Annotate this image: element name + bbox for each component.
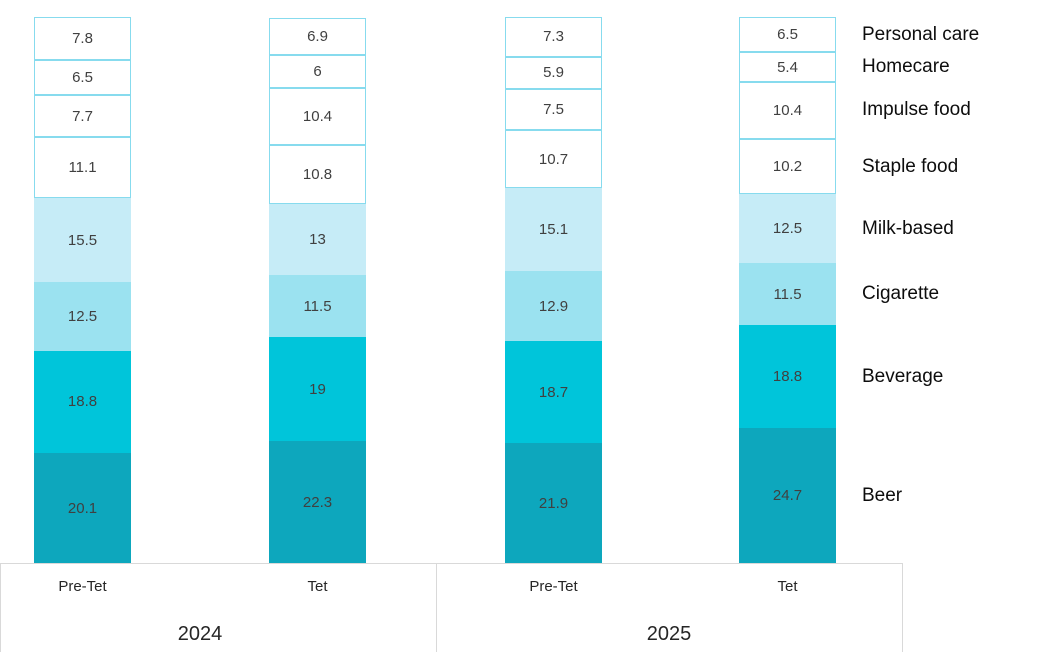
segment-value-label: 6.5 bbox=[777, 26, 798, 44]
axis-period-label: Pre-Tet bbox=[58, 578, 107, 595]
axis-group-tick bbox=[436, 563, 437, 652]
bar-segment-staple-food: 10.8 bbox=[269, 144, 366, 204]
segment-value-label: 7.3 bbox=[543, 28, 564, 46]
segment-value-label: 6.5 bbox=[72, 68, 93, 86]
segment-value-label: 5.4 bbox=[777, 58, 798, 76]
segment-value-label: 19 bbox=[309, 380, 326, 398]
axis-period-label: Tet bbox=[307, 578, 328, 595]
axis-year-label: 2024 bbox=[177, 623, 223, 645]
category-label-milk-based: Milk-based bbox=[862, 217, 954, 239]
bar-segment-homecare: 5.9 bbox=[505, 56, 602, 90]
bar-segment-staple-food: 11.1 bbox=[34, 137, 131, 198]
segment-value-label: 21.9 bbox=[538, 494, 569, 512]
bar-segment-cigarette: 11.5 bbox=[269, 274, 366, 338]
axis-period-label: Pre-Tet bbox=[529, 578, 578, 595]
segment-value-label: 10.2 bbox=[772, 158, 803, 176]
segment-value-label: 12.5 bbox=[67, 307, 98, 325]
segment-value-label: 7.7 bbox=[72, 107, 93, 125]
segment-value-label: 10.8 bbox=[302, 165, 333, 183]
bar-segment-cigarette: 11.5 bbox=[739, 262, 836, 326]
category-label-beverage: Beverage bbox=[862, 365, 944, 387]
bar-segment-impulse-food: 10.4 bbox=[739, 81, 836, 139]
segment-value-label: 18.7 bbox=[538, 383, 569, 401]
axis-group-tick bbox=[0, 563, 1, 652]
axis-group-tick bbox=[902, 563, 903, 652]
stacked-bar-tet-2024: 6.9 6 10.4 10.8 13 11.5 19 22.3 bbox=[269, 17, 366, 563]
bar-segment-staple-food: 10.2 bbox=[739, 138, 836, 195]
segment-value-label: 22.3 bbox=[302, 493, 333, 511]
axis-year-label: 2025 bbox=[646, 623, 692, 645]
bar-segment-beverage: 18.8 bbox=[739, 325, 836, 429]
segment-value-label: 13 bbox=[309, 230, 326, 248]
stacked-bar-tet-2025: 6.5 5.4 10.4 10.2 12.5 11.5 18.8 24.7 bbox=[739, 17, 836, 563]
stacked-bar-pre-tet-2025: 7.3 5.9 7.5 10.7 15.1 12.9 18.7 21.9 bbox=[505, 17, 602, 563]
bar-segment-staple-food: 10.7 bbox=[505, 129, 602, 189]
stacked-bar-pre-tet-2024: 7.8 6.5 7.7 11.1 15.5 12.5 18.8 20.1 bbox=[34, 17, 131, 563]
axis-period-label: Tet bbox=[777, 578, 798, 595]
segment-value-label: 24.7 bbox=[772, 487, 803, 505]
segment-value-label: 6 bbox=[313, 63, 322, 81]
bar-segment-beverage: 19 bbox=[269, 337, 366, 442]
bar-segment-homecare: 6 bbox=[269, 55, 366, 88]
segment-value-label: 10.7 bbox=[538, 150, 569, 168]
segment-value-label: 7.5 bbox=[543, 101, 564, 119]
segment-value-label: 12.9 bbox=[538, 297, 569, 315]
bar-segment-personal-care: 6.5 bbox=[739, 17, 836, 53]
segment-value-label: 18.8 bbox=[67, 393, 98, 411]
segment-value-label: 18.8 bbox=[772, 368, 803, 386]
segment-value-label: 6.9 bbox=[307, 27, 328, 45]
bar-segment-impulse-food: 7.7 bbox=[34, 95, 131, 138]
bar-segment-homecare: 6.5 bbox=[34, 59, 131, 96]
bar-segment-beer: 22.3 bbox=[269, 441, 366, 563]
category-label-cigarette: Cigarette bbox=[862, 283, 940, 305]
segment-value-label: 20.1 bbox=[67, 499, 98, 517]
segment-value-label: 7.8 bbox=[72, 29, 93, 47]
bar-segment-milk-based: 15.1 bbox=[505, 188, 602, 271]
bar-segment-cigarette: 12.5 bbox=[34, 282, 131, 351]
bar-segment-beverage: 18.8 bbox=[34, 350, 131, 454]
category-label-beer: Beer bbox=[862, 484, 903, 506]
bar-segment-cigarette: 12.9 bbox=[505, 270, 602, 342]
segment-value-label: 15.1 bbox=[538, 221, 569, 239]
segment-value-label: 11.1 bbox=[68, 158, 97, 176]
bar-segment-beer: 21.9 bbox=[505, 443, 602, 563]
bar-segment-milk-based: 12.5 bbox=[739, 194, 836, 263]
segment-value-label: 10.4 bbox=[302, 107, 333, 125]
segment-value-label: 11.5 bbox=[303, 297, 332, 315]
bar-segment-personal-care: 7.3 bbox=[505, 17, 602, 57]
bar-segment-beer: 20.1 bbox=[34, 453, 131, 563]
bar-segment-homecare: 5.4 bbox=[739, 52, 836, 82]
segment-value-label: 11.5 bbox=[773, 285, 802, 303]
bar-segment-impulse-food: 10.4 bbox=[269, 87, 366, 145]
category-label-staple-food: Staple food bbox=[862, 155, 959, 177]
bar-segment-milk-based: 13 bbox=[269, 203, 366, 275]
segment-value-label: 10.4 bbox=[772, 101, 803, 119]
category-label-personal-care: Personal care bbox=[862, 23, 980, 45]
bar-segment-beverage: 18.7 bbox=[505, 341, 602, 444]
segment-value-label: 5.9 bbox=[543, 64, 564, 82]
bar-segment-impulse-food: 7.5 bbox=[505, 89, 602, 130]
bar-segment-personal-care: 6.9 bbox=[269, 17, 366, 56]
category-label-impulse-food: Impulse food bbox=[862, 99, 971, 121]
bar-segment-personal-care: 7.8 bbox=[34, 17, 131, 60]
bar-segment-milk-based: 15.5 bbox=[34, 197, 131, 283]
segment-value-label: 12.5 bbox=[772, 220, 803, 238]
segment-value-label: 15.5 bbox=[67, 231, 98, 249]
category-label-homecare: Homecare bbox=[862, 56, 950, 78]
category-axis-line bbox=[0, 563, 903, 564]
bar-segment-beer: 24.7 bbox=[739, 428, 836, 563]
